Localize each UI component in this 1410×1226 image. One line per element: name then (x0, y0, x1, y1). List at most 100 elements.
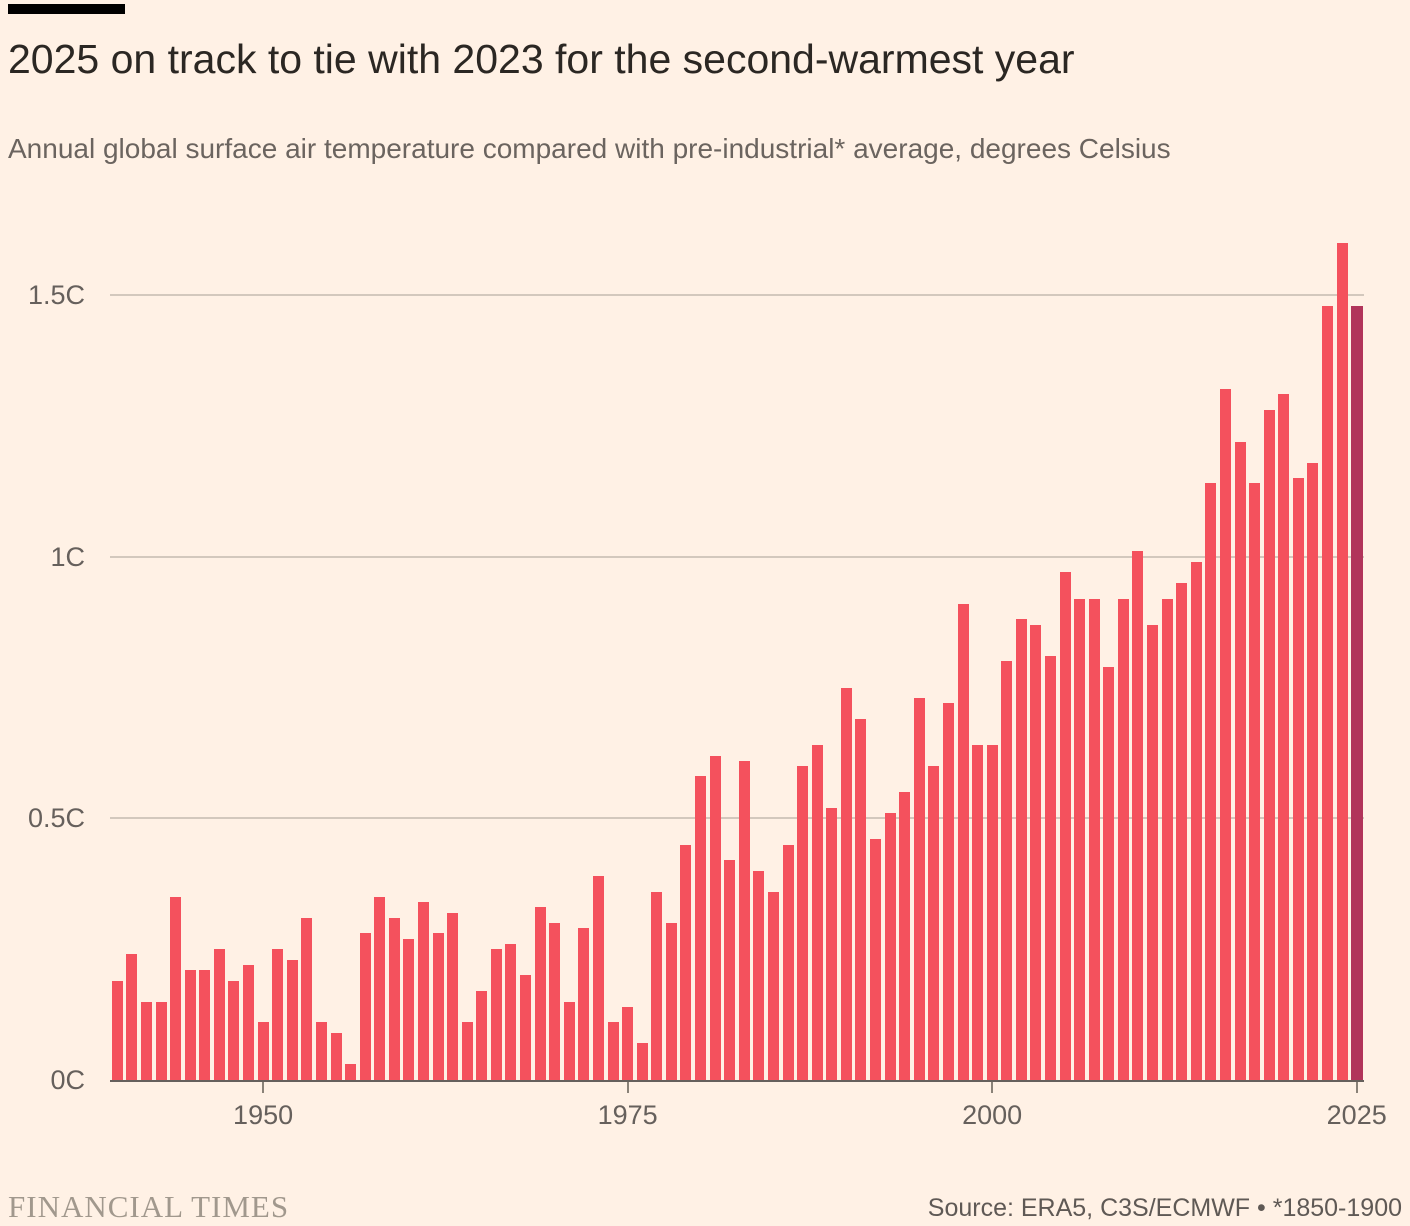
bar-1945 (185, 970, 196, 1080)
bar-2010 (1132, 551, 1143, 1080)
bar-1983 (739, 761, 750, 1080)
bar-1967 (505, 944, 516, 1080)
bar-1978 (666, 923, 677, 1080)
bar-2001 (1001, 661, 1012, 1080)
bar-1995 (914, 698, 925, 1080)
bar-1963 (447, 913, 458, 1080)
bar-1955 (331, 1033, 342, 1080)
bar-1956 (345, 1064, 356, 1080)
x-axis-label-1950: 1950 (233, 1100, 294, 1130)
bar-2021 (1293, 478, 1304, 1080)
bar-2025 (1351, 306, 1363, 1080)
bar-1957 (360, 933, 371, 1080)
bar-1961 (418, 902, 429, 1080)
x-axis-label-2000: 2000 (962, 1100, 1023, 1130)
bar-1984 (753, 871, 764, 1080)
bar-1959 (389, 918, 400, 1080)
bar-2008 (1103, 667, 1114, 1080)
chart-subtitle: Annual global surface air temperature co… (8, 133, 1171, 164)
bar-1954 (316, 1022, 327, 1080)
bar-2003 (1030, 625, 1041, 1080)
gridline-0.5C (110, 817, 1364, 820)
bar-1964 (462, 1022, 473, 1080)
bar-1996 (928, 766, 939, 1080)
bar-2004 (1045, 656, 1056, 1080)
bar-2019 (1264, 410, 1275, 1080)
bar-1973 (593, 876, 604, 1080)
bar-2016 (1220, 389, 1231, 1080)
bar-1997 (943, 703, 954, 1080)
bar-2012 (1162, 599, 1173, 1080)
y-axis-label-1C: 1C (50, 541, 85, 572)
bar-1942 (141, 1002, 152, 1080)
bar-1949 (243, 965, 254, 1080)
bar-1981 (710, 756, 721, 1080)
bar-1975 (622, 1007, 633, 1080)
bar-1944 (170, 897, 181, 1080)
bar-2013 (1176, 583, 1187, 1080)
bar-1952 (287, 960, 298, 1080)
bar-1989 (826, 808, 837, 1080)
ft-brand-bar (8, 4, 125, 14)
bar-1999 (972, 745, 983, 1080)
bar-1976 (637, 1043, 648, 1080)
chart-title: 2025 on track to tie with 2023 for the s… (8, 36, 1075, 82)
bar-1993 (885, 813, 896, 1080)
bar-1950 (258, 1022, 269, 1080)
bar-1947 (214, 949, 225, 1080)
bar-1965 (476, 991, 487, 1080)
bar-1998 (958, 604, 969, 1080)
bar-1987 (797, 766, 808, 1080)
bar-1951 (272, 949, 283, 1080)
y-axis-label-0C: 0C (50, 1065, 85, 1095)
x-tick-2025 (1355, 1082, 1358, 1093)
bar-1994 (899, 792, 910, 1080)
bar-2018 (1249, 483, 1260, 1080)
bar-1972 (578, 928, 589, 1080)
x-tick-2000 (991, 1082, 994, 1093)
bar-1979 (680, 845, 691, 1080)
x-axis-label-1975: 1975 (597, 1100, 658, 1130)
bar-2014 (1191, 562, 1202, 1080)
bar-1969 (535, 907, 546, 1080)
bar-1943 (156, 1002, 167, 1080)
bar-2000 (987, 745, 998, 1080)
bar-1968 (520, 975, 531, 1080)
bar-1986 (783, 845, 794, 1080)
x-tick-1975 (626, 1082, 629, 1093)
bar-1946 (199, 970, 210, 1080)
bar-2009 (1118, 599, 1129, 1080)
ft-logo: FINANCIAL TIMES (8, 1189, 290, 1224)
bar-2023 (1322, 306, 1333, 1080)
bar-1962 (433, 933, 444, 1080)
bar-1941 (126, 954, 137, 1080)
bar-1991 (855, 719, 866, 1080)
bar-1977 (651, 892, 662, 1080)
x-axis-line (110, 1080, 1364, 1082)
y-axis-label-0.5C: 0.5C (27, 803, 85, 834)
gridline-1C (110, 555, 1364, 558)
bar-2002 (1016, 619, 1027, 1080)
bar-2006 (1074, 599, 1085, 1080)
bar-1971 (564, 1002, 575, 1080)
x-axis-label-2025: 2025 (1326, 1100, 1387, 1130)
bar-1953 (301, 918, 312, 1080)
bar-1982 (724, 860, 735, 1080)
bar-1985 (768, 892, 779, 1080)
bar-2007 (1089, 599, 1100, 1080)
bar-2024 (1337, 243, 1348, 1080)
bar-1970 (549, 923, 560, 1080)
bar-2011 (1147, 625, 1158, 1080)
bar-1958 (374, 897, 385, 1080)
source-note: Source: ERA5, C3S/ECMWF • *1850-1900 (927, 1194, 1402, 1222)
bar-1990 (841, 688, 852, 1080)
bar-1966 (491, 949, 502, 1080)
bar-2022 (1307, 463, 1318, 1080)
bar-1940 (112, 981, 123, 1080)
x-tick-1950 (262, 1082, 265, 1093)
bar-1974 (608, 1022, 619, 1080)
gridline-1.5C (110, 294, 1364, 297)
bar-1980 (695, 776, 706, 1080)
bar-1988 (812, 745, 823, 1080)
